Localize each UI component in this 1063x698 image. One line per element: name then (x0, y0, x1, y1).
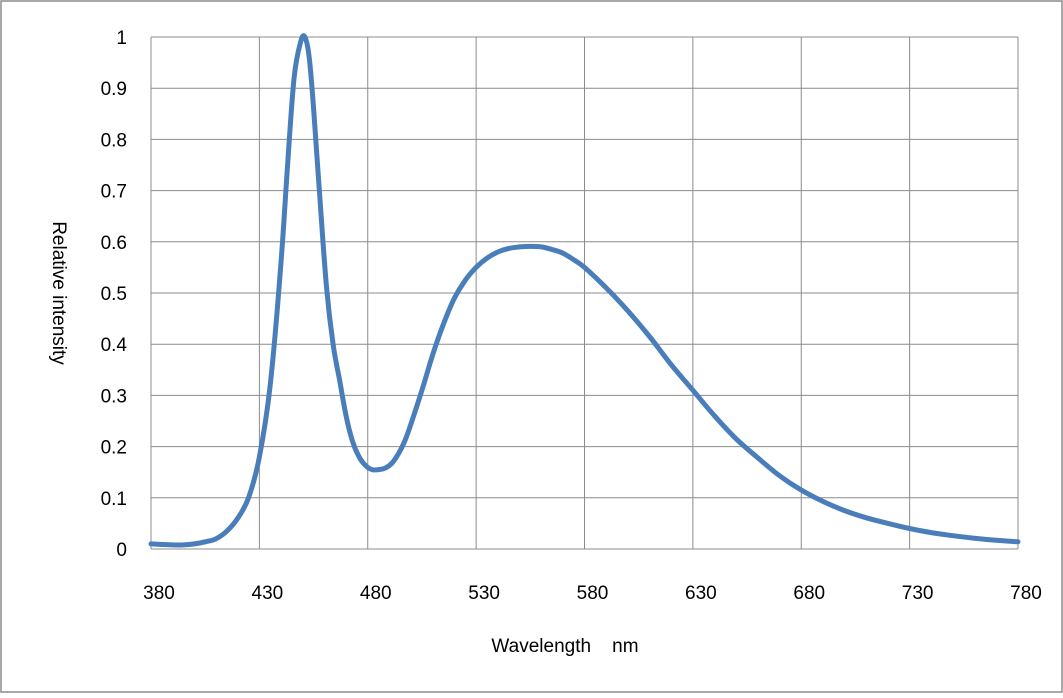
x-tick-label: 380 (143, 583, 175, 604)
x-axis-label: Wavelength nm (491, 636, 638, 657)
spectrum-series-line (148, 33, 1021, 548)
y-tick-label: 0.4 (101, 335, 128, 356)
x-tick-label: 530 (468, 583, 500, 604)
y-tick-label: 0.2 (101, 438, 127, 459)
x-tick-label: 680 (793, 583, 825, 604)
x-tick-label: 780 (1010, 583, 1042, 604)
y-tick-label: 0.5 (101, 284, 127, 305)
y-tick-label: 0.8 (101, 130, 127, 151)
tick-layer: 0 0.1 0.2 0.3 0.4 0.5 0.6 0.7 0.8 0.9 1 380 430 480 53… (101, 28, 1042, 604)
x-tick-label: 730 (902, 583, 934, 604)
x-tick-label: 630 (685, 583, 717, 604)
x-tick-label: 430 (252, 583, 284, 604)
series-layer (148, 33, 1021, 548)
y-tick-label: 0 (116, 540, 127, 561)
y-tick-label: 0.6 (101, 233, 127, 254)
y-axis-label: Relative intensity (48, 221, 69, 365)
x-tick-label: 580 (577, 583, 609, 604)
y-tick-label: 1 (116, 28, 127, 49)
y-tick-label: 0.9 (101, 79, 127, 100)
y-tick-label: 0.7 (101, 182, 127, 203)
y-tick-label: 0.3 (101, 386, 127, 407)
y-tick-label: 0.1 (101, 489, 127, 510)
x-tick-label: 480 (360, 583, 392, 604)
